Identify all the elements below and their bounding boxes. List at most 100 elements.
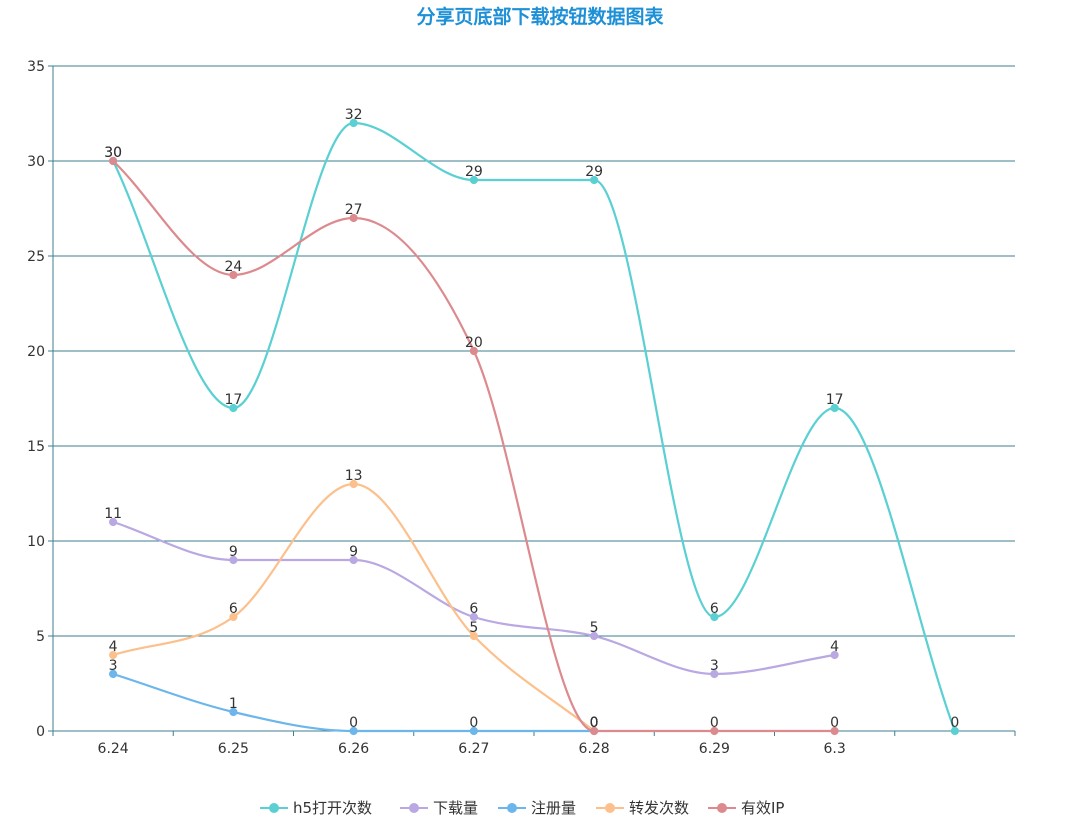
data-label: 0 (469, 715, 478, 731)
data-point[interactable] (830, 650, 839, 660)
data-point[interactable] (950, 726, 959, 736)
legend-item[interactable]: 有效IP (708, 799, 784, 817)
data-point[interactable] (830, 403, 839, 413)
x-tick-label: 6.26 (338, 741, 369, 757)
data-label: 0 (590, 715, 599, 731)
x-tick-label: 6.28 (579, 741, 610, 757)
data-label: 13 (345, 468, 363, 484)
data-label: 4 (109, 639, 118, 655)
data-point[interactable] (109, 669, 118, 679)
x-tick-label: 6.24 (98, 741, 129, 757)
data-point[interactable] (469, 612, 478, 622)
data-point[interactable] (590, 726, 599, 736)
legend-marker (409, 803, 419, 813)
data-label: 1 (229, 696, 238, 712)
y-tick-label: 5 (36, 629, 45, 645)
y-tick-label: 10 (27, 534, 45, 550)
data-label: 30 (104, 145, 122, 161)
data-point[interactable] (469, 726, 478, 736)
data-label: 6 (469, 601, 478, 617)
data-label: 0 (349, 715, 358, 731)
data-point[interactable] (349, 726, 358, 736)
data-label: 6 (710, 601, 719, 617)
series-1 (109, 118, 959, 736)
legend-item[interactable]: 注册量 (498, 799, 576, 817)
chart-title: 分享页底部下载按钮数据图表 (416, 5, 664, 28)
data-label: 4 (830, 639, 839, 655)
data-point[interactable] (109, 650, 118, 660)
data-label: 32 (345, 107, 363, 123)
legend-label: 下载量 (433, 799, 478, 817)
data-label: 0 (710, 715, 719, 731)
y-tick-label: 15 (27, 439, 45, 455)
data-label: 3 (109, 658, 118, 674)
data-label: 29 (585, 164, 603, 180)
legend-item[interactable]: h5打开次数 (260, 799, 372, 817)
data-point[interactable] (229, 270, 238, 280)
data-point[interactable] (469, 175, 478, 185)
data-label: 17 (826, 392, 844, 408)
legend-marker (507, 803, 517, 813)
data-point[interactable] (590, 175, 599, 185)
data-point[interactable] (349, 118, 358, 128)
data-point[interactable] (109, 156, 118, 166)
data-point[interactable] (109, 517, 118, 527)
data-label: 0 (950, 715, 959, 731)
series-line (112, 520, 835, 676)
data-label: 6 (229, 601, 238, 617)
series-2 (109, 517, 839, 679)
data-point[interactable] (469, 346, 478, 356)
data-label: 0 (590, 715, 599, 731)
x-tick-label: 6.27 (458, 741, 489, 757)
data-point[interactable] (349, 213, 358, 223)
data-label: 3 (710, 658, 719, 674)
data-point[interactable] (349, 555, 358, 565)
data-point[interactable] (229, 555, 238, 565)
data-point[interactable] (229, 707, 238, 717)
data-label: 5 (590, 620, 599, 636)
data-label: 9 (229, 544, 238, 560)
x-tick-label: 6.3 (823, 741, 845, 757)
legend: h5打开次数 下载量 注册量 转发次数 有效IP (260, 799, 784, 817)
grid-lines (53, 65, 1015, 637)
data-point[interactable] (590, 631, 599, 641)
data-label: 27 (345, 202, 363, 218)
legend-marker (605, 803, 615, 813)
data-point[interactable] (710, 726, 719, 736)
data-point[interactable] (830, 726, 839, 736)
legend-item[interactable]: 下载量 (400, 799, 478, 817)
series-line (112, 121, 956, 732)
legend-marker (269, 803, 279, 813)
data-point[interactable] (469, 631, 478, 641)
legend-label: 转发次数 (629, 799, 689, 817)
data-label: 24 (224, 259, 242, 275)
data-label: 0 (830, 715, 839, 731)
data-label: 9 (349, 544, 358, 560)
y-tick-label: 0 (36, 724, 45, 740)
data-label: 29 (465, 164, 483, 180)
data-point[interactable] (349, 479, 358, 489)
y-tick-label: 35 (27, 59, 45, 75)
legend-item[interactable]: 转发次数 (596, 799, 689, 817)
x-tick-label: 6.29 (699, 741, 730, 757)
x-tick-label: 6.25 (218, 741, 249, 757)
data-point[interactable] (229, 612, 238, 622)
data-point[interactable] (229, 403, 238, 413)
legend-label: 注册量 (531, 799, 576, 817)
legend-label: h5打开次数 (293, 799, 372, 817)
data-label: 0 (590, 715, 599, 731)
data-label: 20 (465, 335, 483, 351)
y-tick-label: 30 (27, 154, 45, 170)
data-label: 11 (104, 506, 122, 522)
legend-marker (717, 803, 727, 813)
y-tick-label: 20 (27, 344, 45, 360)
legend-label: 有效IP (741, 799, 784, 817)
data-point[interactable] (710, 612, 719, 622)
series-layer (109, 118, 959, 736)
data-point[interactable] (710, 669, 719, 679)
data-label: 5 (469, 620, 478, 636)
series-5 (109, 156, 839, 736)
